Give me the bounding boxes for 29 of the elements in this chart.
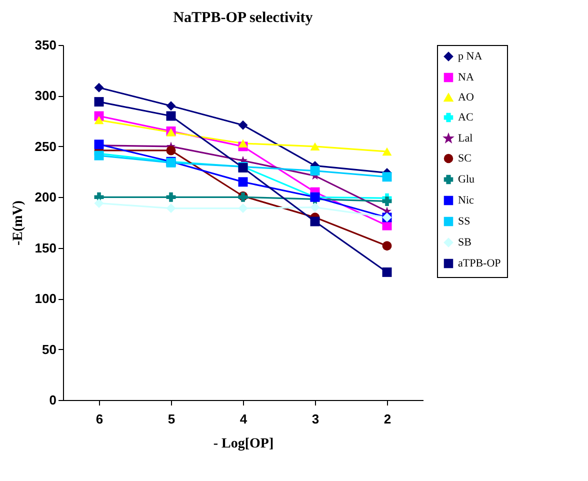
y-tick-label: 200 [34,190,56,205]
legend-label: AO [458,92,474,104]
legend-label: SC [458,152,472,164]
x-tick-label: 4 [240,412,248,426]
y-tick-label: 0 [49,392,56,408]
x-tick-label: 2 [384,412,392,426]
legend-label: Lal [458,132,473,144]
y-tick-label: 350 [34,38,56,52]
x-tick-label: 3 [312,412,320,426]
legend-label: aTPB-OP [458,258,501,270]
legend-label: SS [458,216,470,228]
legend-label: NA [458,72,474,84]
legend-label: p NA [458,50,482,62]
point [310,166,320,176]
point [94,198,104,208]
y-axis-title: -E(mV) [10,200,26,246]
legend-label: Nic [458,194,474,206]
y-tick-label: 250 [34,138,56,154]
legend-label: Glu [458,174,475,186]
y-tick-label: 300 [34,88,56,104]
y-tick-label: 150 [34,240,56,256]
y-tick-label: 50 [42,342,56,357]
chart-title: NaTPB-OP selectivity [173,10,314,26]
x-tick-label: 5 [168,412,176,426]
x-tick-label: 6 [96,412,104,426]
y-tick-label: 100 [34,291,56,306]
legend-label: SB [458,236,472,248]
x-axis-title: - Log[OP] [213,436,274,452]
legend-label: AC [458,112,474,124]
